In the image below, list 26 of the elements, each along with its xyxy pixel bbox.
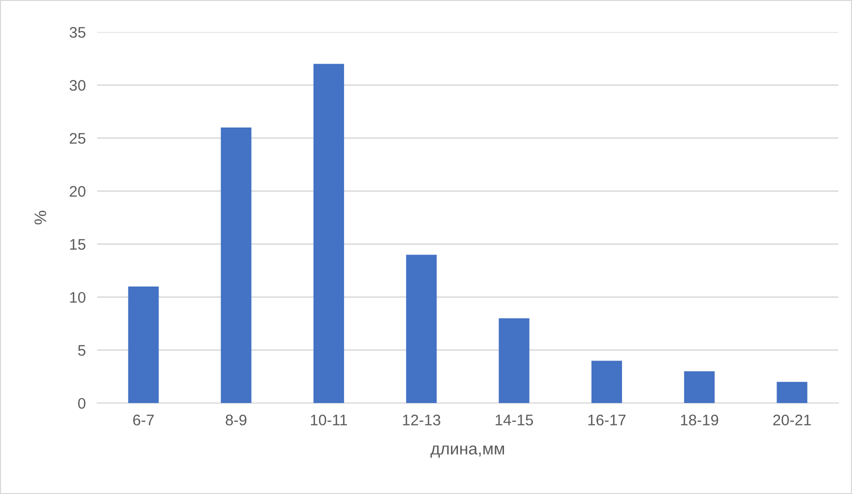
- x-tick-label: 16-17: [588, 414, 626, 426]
- y-tick-label: 35: [70, 26, 86, 38]
- y-tick-label: 25: [70, 132, 86, 144]
- bar: [128, 286, 159, 404]
- x-tick-label: 8-9: [226, 414, 246, 426]
- y-tick-label: 30: [70, 80, 86, 91]
- x-tick-label: 12-13: [403, 414, 440, 426]
- bar: [313, 64, 344, 404]
- bar: [684, 371, 715, 404]
- y-tick-label: 0: [78, 398, 86, 409]
- y-axis-title: %: [34, 210, 46, 224]
- bar: [498, 318, 530, 404]
- bar: [406, 254, 437, 404]
- bar: [776, 382, 808, 404]
- y-tick-label: 15: [70, 239, 86, 250]
- x-tick-label: 14-15: [496, 414, 533, 426]
- x-tick-label: 6-7: [133, 414, 154, 426]
- x-axis-title: длина,мм: [430, 445, 504, 458]
- x-tick-label: 10-11: [310, 414, 347, 426]
- y-tick-label: 20: [70, 186, 86, 197]
- y-tick-label: 5: [78, 345, 86, 356]
- x-tick-label: 20-21: [773, 414, 811, 426]
- bar: [591, 360, 622, 404]
- x-tick-label: 18-19: [681, 414, 718, 426]
- bar: [220, 128, 252, 404]
- y-tick-label: 10: [70, 292, 86, 303]
